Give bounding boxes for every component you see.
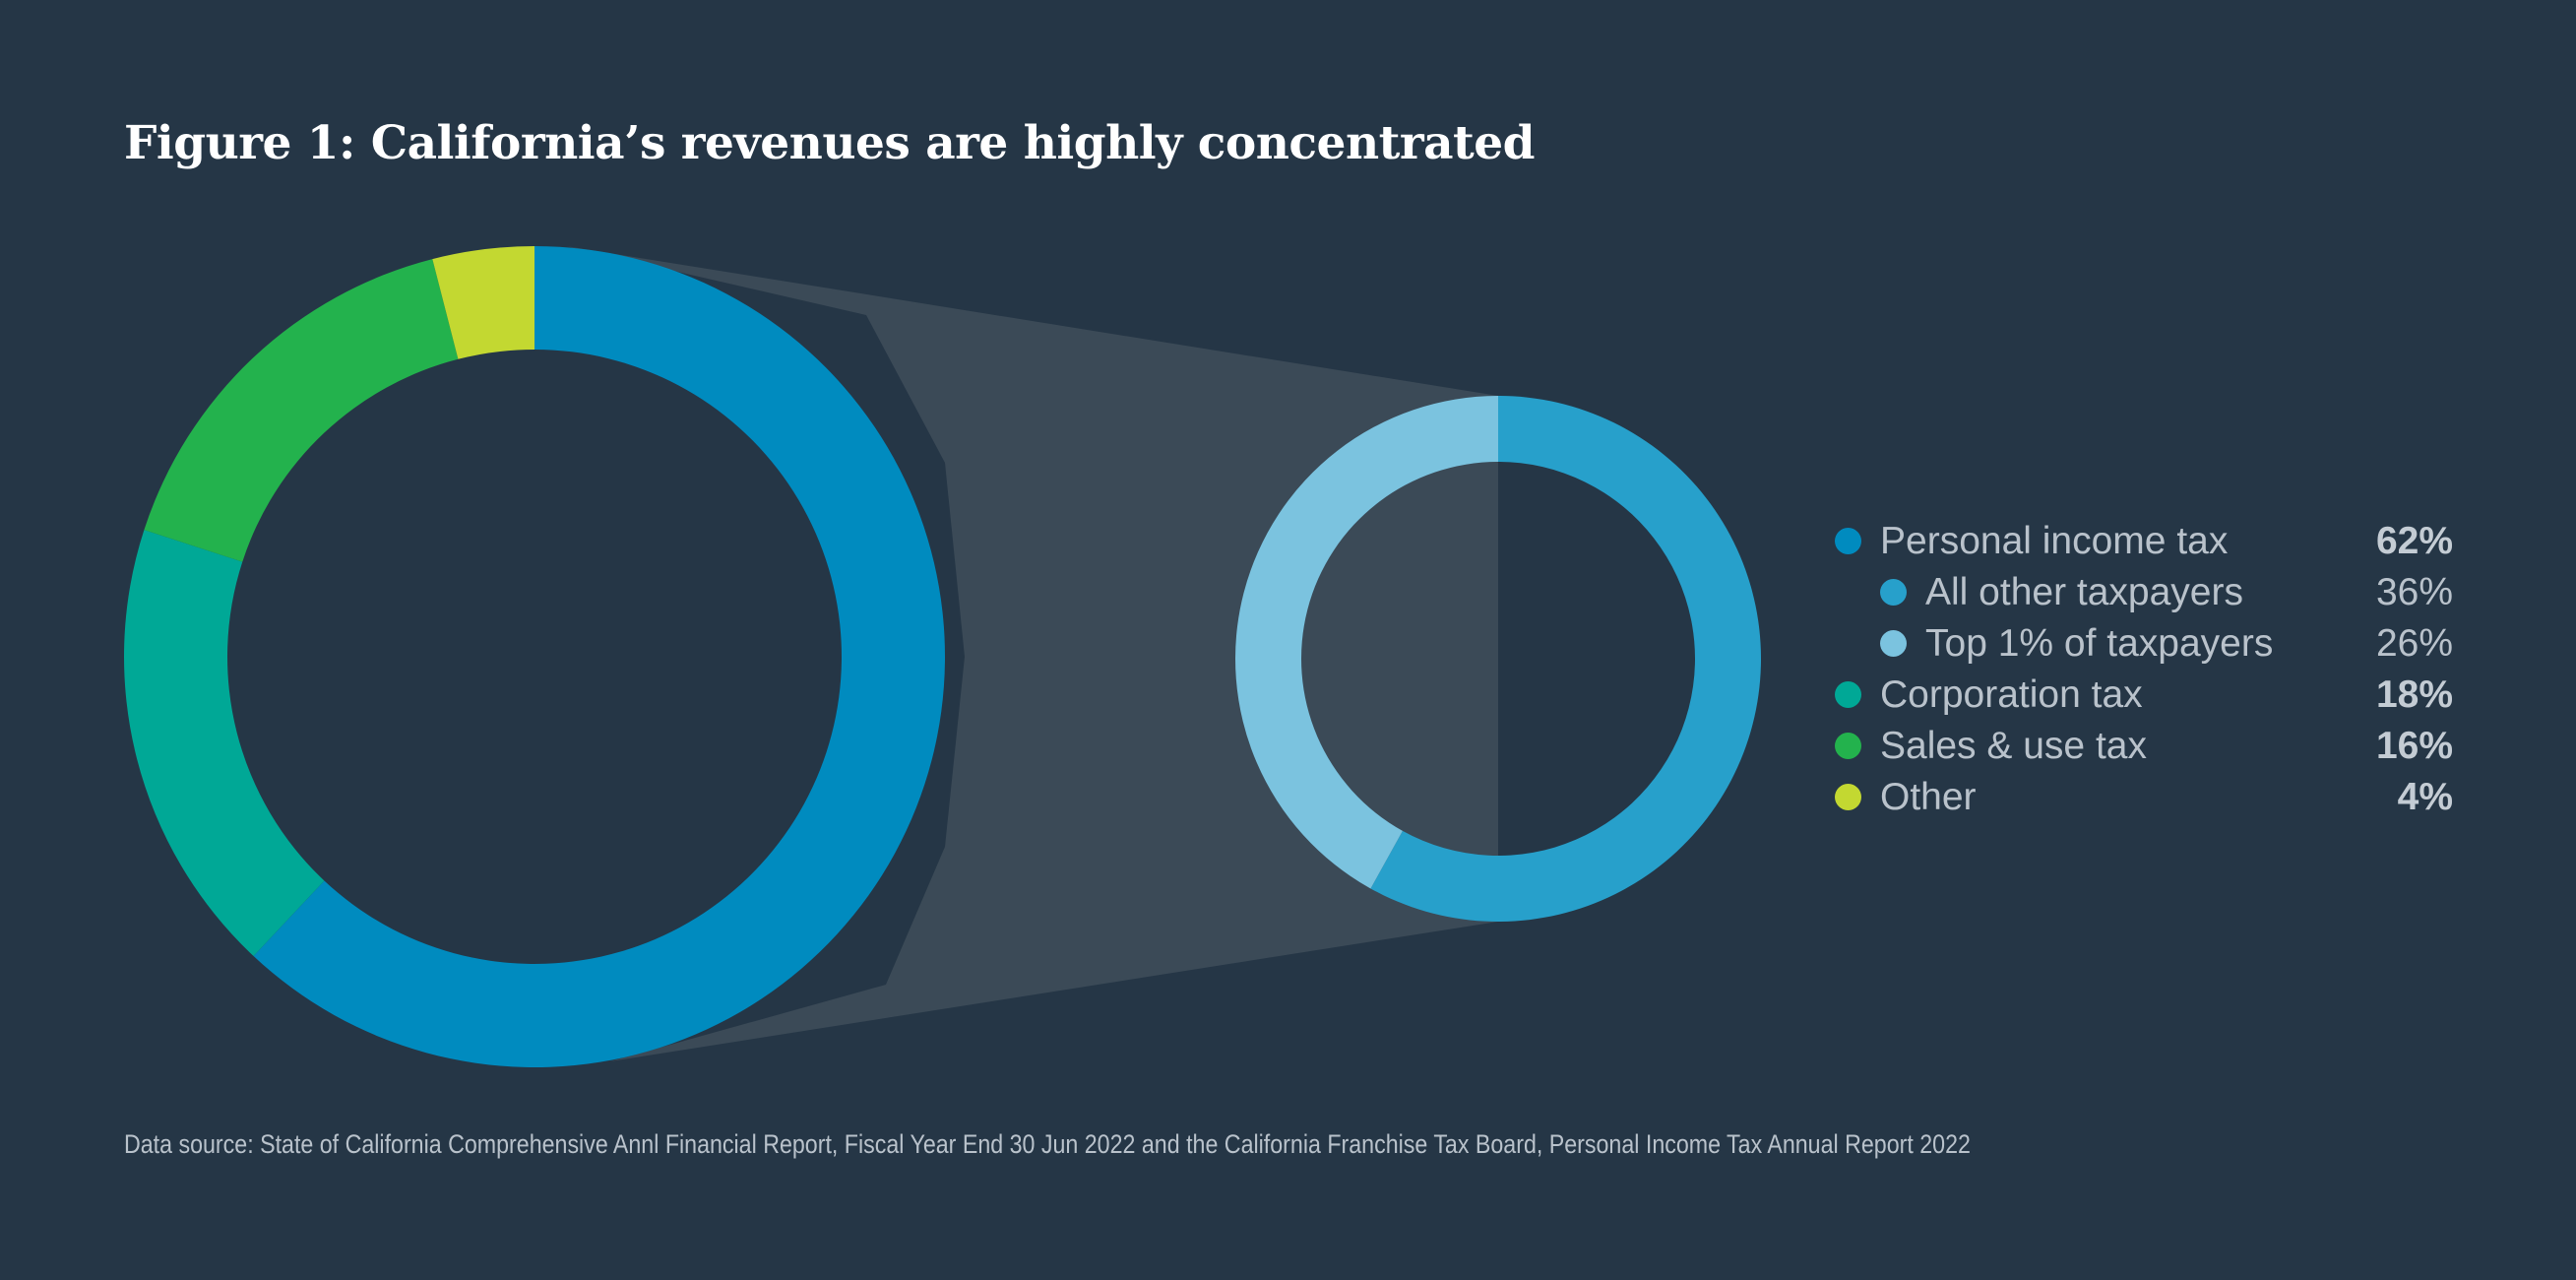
donut-slice <box>432 246 534 359</box>
legend-item: Sales & use tax 16% <box>1831 721 2453 772</box>
legend-marker <box>1835 784 1861 810</box>
main-donut <box>123 246 946 1067</box>
legend-label: Corporation tax <box>1880 673 2143 716</box>
legend-value: 4% <box>2397 776 2453 818</box>
donut-slice <box>123 530 325 956</box>
legend-item: Other 4% <box>1831 772 2453 823</box>
legend-marker <box>1880 579 1907 606</box>
chart-title: Figure 1: California’s revenues are high… <box>124 116 1536 170</box>
donut-slice <box>1235 396 1498 889</box>
legend-marker <box>1880 630 1907 657</box>
legend-label: Other <box>1880 776 1977 818</box>
legend-label: Personal income tax <box>1880 520 2229 562</box>
legend-item: Corporation tax 18% <box>1831 670 2453 721</box>
legend-item: All other taxpayers 36% <box>1831 567 2453 618</box>
legend-value: 16% <box>2375 725 2453 767</box>
legend-value: 36% <box>2375 571 2453 613</box>
legend-label: All other taxpayers <box>1925 571 2243 613</box>
donut-slice <box>253 246 946 1067</box>
legend-item: Top 1% of taxpayers 26% <box>1831 618 2453 670</box>
legend-value: 18% <box>2375 673 2453 716</box>
legend-item: Personal income tax 62% <box>1831 516 2453 567</box>
donut-slice <box>1370 396 1761 922</box>
legend-value: 62% <box>2375 520 2453 562</box>
legend-marker <box>1835 733 1861 759</box>
legend: Personal income tax 62% All other taxpayer… <box>1831 516 2453 823</box>
detail-donut <box>1235 396 1761 922</box>
legend-marker <box>1835 528 1861 554</box>
legend-label: Top 1% of taxpayers <box>1925 622 2274 665</box>
legend-label: Sales & use tax <box>1880 725 2147 767</box>
legend-value: 26% <box>2375 622 2453 665</box>
data-source-note: Data source: State of California Compreh… <box>124 1129 1971 1159</box>
zoom-connector <box>566 246 1498 1061</box>
donut-slice <box>144 259 459 562</box>
legend-marker <box>1835 681 1861 708</box>
